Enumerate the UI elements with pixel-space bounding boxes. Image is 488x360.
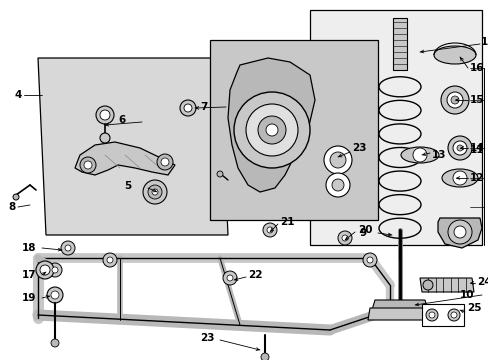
Text: 22: 22	[247, 270, 262, 280]
Circle shape	[440, 86, 468, 114]
Circle shape	[61, 241, 75, 255]
Circle shape	[157, 154, 173, 170]
Text: 4: 4	[15, 90, 22, 100]
Circle shape	[226, 275, 232, 281]
Circle shape	[152, 189, 158, 195]
Ellipse shape	[433, 46, 475, 64]
Text: 7: 7	[200, 102, 207, 112]
Circle shape	[100, 133, 110, 143]
Text: 15: 15	[469, 95, 484, 105]
Circle shape	[447, 309, 459, 321]
Circle shape	[36, 261, 54, 279]
Circle shape	[180, 100, 196, 116]
Text: 1: 1	[480, 37, 487, 47]
Circle shape	[447, 136, 471, 160]
Circle shape	[80, 157, 96, 173]
Circle shape	[142, 180, 167, 204]
Bar	[421, 304, 463, 326]
Circle shape	[65, 245, 71, 251]
Text: 10: 10	[459, 290, 473, 300]
Text: 8: 8	[8, 202, 15, 212]
Polygon shape	[209, 40, 377, 220]
Circle shape	[223, 271, 237, 285]
Circle shape	[52, 267, 58, 273]
Text: 21: 21	[280, 217, 294, 227]
Ellipse shape	[400, 147, 438, 163]
Polygon shape	[437, 218, 481, 248]
Circle shape	[107, 257, 113, 263]
Circle shape	[453, 226, 465, 238]
Circle shape	[103, 253, 117, 267]
Circle shape	[51, 291, 59, 299]
Text: 16: 16	[469, 63, 484, 73]
Circle shape	[446, 92, 462, 108]
Circle shape	[337, 231, 351, 245]
Text: 14: 14	[469, 143, 484, 153]
Circle shape	[450, 312, 456, 318]
Circle shape	[258, 116, 285, 144]
Text: 9: 9	[359, 228, 366, 238]
Circle shape	[48, 263, 62, 277]
Text: 19: 19	[22, 293, 36, 303]
Polygon shape	[38, 58, 227, 235]
Circle shape	[234, 92, 309, 168]
Circle shape	[456, 145, 462, 151]
Polygon shape	[371, 300, 427, 310]
Circle shape	[366, 257, 372, 263]
Circle shape	[161, 158, 169, 166]
Circle shape	[183, 104, 192, 112]
Circle shape	[450, 96, 458, 104]
Circle shape	[331, 179, 343, 191]
Text: 13: 13	[431, 150, 446, 160]
Circle shape	[148, 185, 162, 199]
Circle shape	[452, 141, 466, 155]
Polygon shape	[227, 58, 314, 192]
Text: 11: 11	[468, 145, 483, 155]
Circle shape	[100, 110, 110, 120]
Bar	[309, 10, 481, 245]
Circle shape	[47, 287, 63, 303]
Circle shape	[425, 309, 437, 321]
Circle shape	[412, 148, 426, 162]
Circle shape	[13, 194, 19, 200]
Text: 23: 23	[200, 333, 214, 343]
Text: 23: 23	[351, 143, 366, 153]
Circle shape	[362, 253, 376, 267]
Circle shape	[217, 171, 223, 177]
Text: 24: 24	[476, 277, 488, 287]
Circle shape	[266, 227, 272, 233]
Text: 17: 17	[22, 270, 37, 280]
Text: 25: 25	[466, 303, 481, 313]
Circle shape	[341, 235, 347, 241]
Circle shape	[452, 171, 466, 185]
Circle shape	[447, 220, 471, 244]
Circle shape	[261, 353, 268, 360]
Text: 12: 12	[469, 173, 484, 183]
Circle shape	[245, 104, 297, 156]
Circle shape	[84, 161, 92, 169]
Text: 20: 20	[357, 225, 372, 235]
Circle shape	[265, 124, 278, 136]
Polygon shape	[419, 278, 473, 292]
Circle shape	[51, 339, 59, 347]
Polygon shape	[75, 142, 175, 175]
Text: 6: 6	[118, 115, 125, 125]
Circle shape	[325, 173, 349, 197]
Circle shape	[40, 265, 50, 275]
Circle shape	[324, 146, 351, 174]
Text: 5: 5	[124, 181, 131, 191]
Circle shape	[428, 312, 434, 318]
Circle shape	[329, 152, 346, 168]
Text: 18: 18	[22, 243, 37, 253]
Bar	[392, 18, 406, 70]
Ellipse shape	[441, 169, 477, 187]
Polygon shape	[367, 308, 431, 320]
Circle shape	[96, 106, 114, 124]
Circle shape	[263, 223, 276, 237]
Circle shape	[422, 280, 432, 290]
